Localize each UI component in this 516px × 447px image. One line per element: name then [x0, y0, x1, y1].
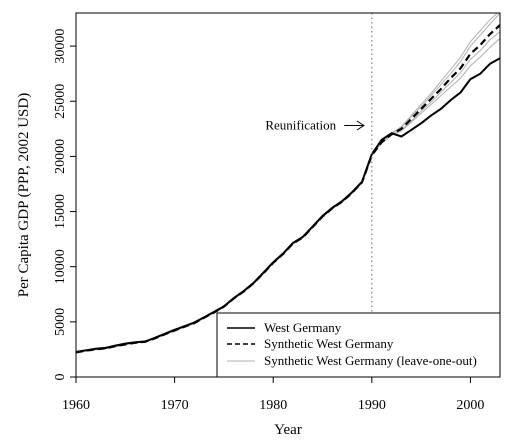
legend-box [216, 312, 501, 378]
y-tick-label-30000: 30000 [53, 29, 68, 64]
annotation-group: Reunification [265, 13, 373, 377]
x-tick-label-2000: 2000 [456, 398, 484, 413]
y-tick-label-5000: 5000 [53, 308, 68, 336]
y-tick-label-25000: 25000 [53, 84, 68, 119]
main-series-group [76, 24, 500, 354]
reunification-label: Reunification [265, 118, 336, 133]
y-axis-title: Per Capita GDP (PPP, 2002 USD) [16, 93, 32, 297]
y-tick-label-20000: 20000 [53, 139, 68, 174]
x-tick-label-1990: 1990 [358, 398, 386, 413]
reunification-arrow-head [356, 120, 365, 131]
legend-label-west-germany: West Germany [264, 320, 342, 335]
x-axis-title: Year [274, 422, 302, 438]
legend-label-synthetic-west-germany: Synthetic West Germany [264, 336, 394, 351]
legend-label-leave-one-out: Synthetic West Germany (leave-one-out) [264, 353, 477, 368]
x-tick-label-1960: 1960 [62, 398, 90, 413]
y-tick-label-15000: 15000 [53, 194, 68, 229]
x-tick-label-1970: 1970 [161, 398, 189, 413]
y-tick-label-10000: 10000 [53, 249, 68, 284]
west-germany-line [76, 57, 500, 353]
y-tick-label-0: 0 [53, 374, 68, 381]
x-tick-label-1980: 1980 [259, 398, 287, 413]
axes-group: 1960 1970 1980 1990 200005000100001500020000… [16, 12, 501, 438]
